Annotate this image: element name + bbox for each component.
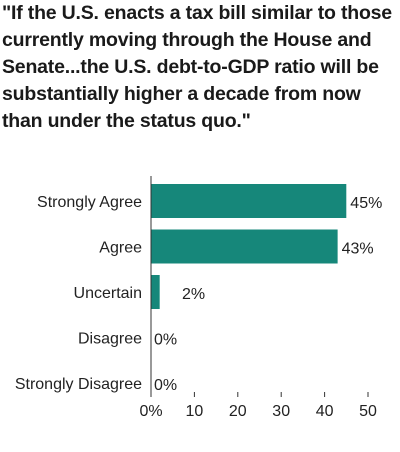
value-label-strongly-disagree: 0% [154, 377, 177, 394]
bar-agree [151, 229, 338, 264]
bar-strongly-agree [151, 184, 347, 218]
category-label-disagree: Disagree [78, 331, 142, 348]
x-tick-label-50: 50 [359, 403, 377, 420]
labels-layer: Strongly Agree 45% Agree 43% Uncertain 2% Disa… [15, 194, 383, 394]
category-label-strongly-agree: Strongly Agree [37, 194, 142, 211]
x-tick-label-0: 0% [139, 403, 162, 420]
category-label-agree: Agree [99, 240, 142, 257]
category-label-uncertain: Uncertain [74, 285, 142, 302]
x-tick-label-40: 40 [316, 403, 334, 420]
bars-layer [151, 184, 347, 309]
category-label-strongly-disagree: Strongly Disagree [15, 376, 142, 393]
value-label-disagree: 0% [154, 332, 177, 349]
x-tick-label-30: 30 [272, 403, 290, 420]
chart-title: "If the U.S. enacts a tax bill similar t… [2, 2, 392, 132]
value-label-agree: 43% [342, 241, 374, 258]
x-axis: 0% 10 20 30 40 50 [139, 176, 377, 420]
value-label-strongly-agree: 45% [350, 195, 382, 212]
x-tick-label-20: 20 [229, 403, 247, 420]
bar-uncertain [151, 275, 160, 309]
value-label-uncertain: 2% [182, 286, 205, 303]
x-tick-label-10: 10 [186, 403, 204, 420]
